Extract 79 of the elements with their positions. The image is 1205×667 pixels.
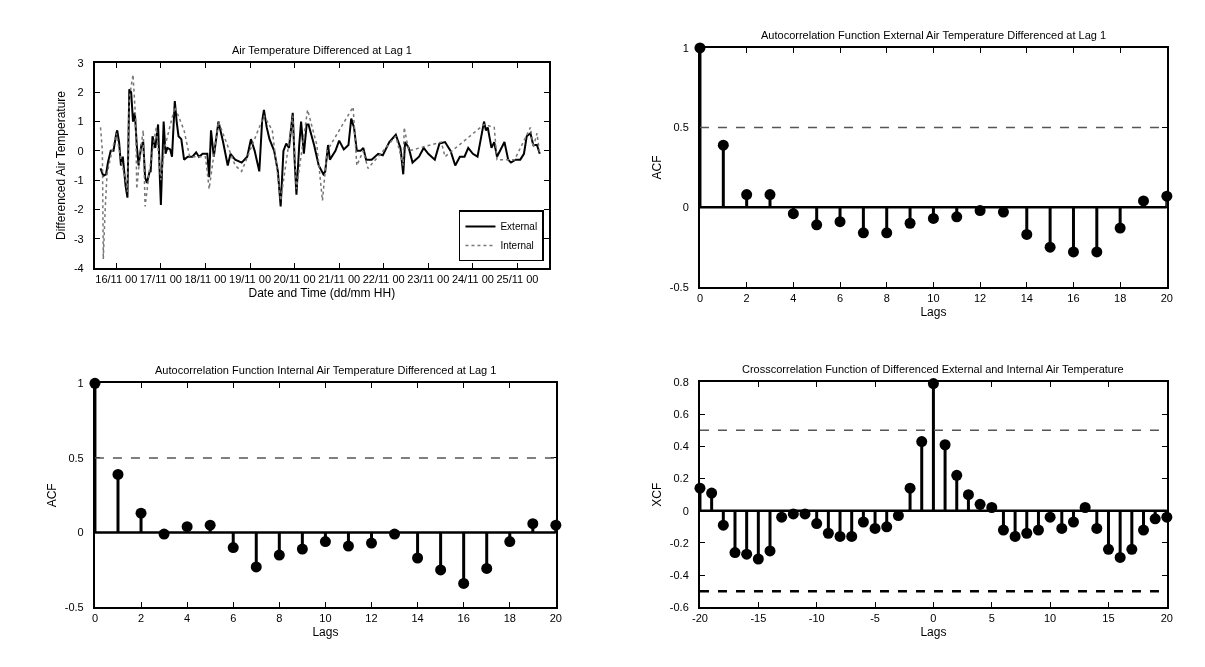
x-tick-label: 12 [365, 612, 378, 625]
x-tick-label: -20 [692, 612, 708, 625]
x-tick-label: 19/11 00 [229, 273, 272, 286]
y-tick-label: 0.6 [673, 408, 689, 421]
x-tick-label: 24/11 00 [451, 273, 494, 286]
x-tick-label: 4 [184, 612, 191, 625]
x-axis-title: Date and Time (dd/mm HH) [248, 285, 396, 300]
x-tick-label: -5 [870, 612, 880, 625]
legend-label: Internal [500, 240, 534, 252]
x-tick-label: 23/11 00 [407, 273, 450, 286]
x-tick-label: 18 [1114, 292, 1127, 305]
y-tick-label: 0 [77, 526, 84, 539]
x-tick-label: 20 [549, 612, 562, 625]
chart-title: Air Temperature Differenced at Lag 1 [232, 44, 412, 56]
x-tick-label: 21/11 00 [318, 273, 361, 286]
y-tick-label: 1 [77, 377, 84, 390]
x-tick-label: 8 [883, 292, 890, 305]
x-axis-title: Lags [312, 624, 339, 639]
y-tick-label: 1 [682, 41, 689, 54]
y-tick-label: -0.4 [669, 568, 689, 581]
x-tick-label: 25/11 00 [496, 273, 539, 286]
y-tick-label: 0.4 [673, 440, 689, 453]
chart-title: Autocorrelation Function Internal Air Temperature Differenced at Lag 1 [155, 364, 497, 376]
legend-label: External [500, 221, 538, 233]
y-tick-label: 0.5 [68, 451, 84, 464]
y-axis-title: ACF [649, 155, 664, 180]
x-tick-label: 16/11 00 [95, 273, 138, 286]
x-tick-label: -10 [808, 612, 825, 625]
x-tick-label: 14 [411, 612, 424, 625]
x-tick-label: 16 [1067, 292, 1080, 305]
y-tick-label: 2 [77, 86, 84, 99]
y-tick-label: -4 [73, 261, 84, 274]
y-tick-label: 0 [682, 201, 689, 214]
x-tick-label: 5 [988, 612, 995, 625]
x-tick-label: 18 [503, 612, 516, 625]
x-tick-label: 22/11 00 [362, 273, 405, 286]
x-tick-label: -15 [750, 612, 767, 625]
chart-title: Crosscorrelation Function of Differenced External and Internal Air Temperature [742, 363, 1124, 375]
y-axis-title: XCF [649, 482, 664, 507]
x-tick-label: 17/11 00 [139, 273, 182, 286]
x-tick-label: 6 [230, 612, 237, 625]
y-tick-label: -1 [73, 173, 84, 186]
y-tick-label: -3 [73, 232, 84, 245]
x-tick-label: 20 [1160, 292, 1173, 305]
y-tick-label: 0.8 [673, 375, 689, 388]
x-tick-label: 10 [927, 292, 940, 305]
x-tick-label: 18/11 00 [184, 273, 227, 286]
x-tick-label: 2 [743, 292, 750, 305]
y-tick-label: 0 [77, 144, 84, 157]
x-tick-label: 16 [457, 612, 470, 625]
x-tick-label: 2 [137, 612, 145, 625]
y-tick-label: 1 [77, 115, 84, 128]
y-tick-label: 3 [77, 56, 84, 69]
y-tick-label: 0.5 [673, 121, 689, 134]
y-tick-label: -0.6 [669, 601, 689, 614]
x-tick-label: 14 [1020, 292, 1033, 305]
x-tick-label: 20/11 00 [273, 273, 316, 286]
x-tick-label: 10 [319, 612, 332, 625]
x-tick-label: 6 [836, 292, 844, 305]
x-tick-label: 20 [1160, 612, 1173, 625]
y-axis-title: Differenced Air Temperature [53, 90, 68, 240]
x-axis-title: Lags [920, 624, 947, 639]
x-tick-label: 4 [790, 292, 797, 305]
y-axis-title: ACF [44, 483, 59, 508]
y-tick-label: 0 [682, 504, 689, 517]
x-tick-label: 0 [91, 612, 99, 625]
y-tick-label: -0.2 [669, 536, 689, 549]
y-tick-label: -0.5 [64, 601, 84, 614]
x-tick-label: 0 [696, 292, 704, 305]
x-tick-label: 12 [973, 292, 987, 305]
y-tick-label: 0.2 [673, 472, 689, 485]
chart-title: Autocorrelation Function External Air Temperature Differenced at Lag 1 [761, 29, 1107, 41]
x-tick-label: 10 [1044, 612, 1057, 625]
y-tick-label: -2 [73, 203, 84, 216]
y-tick-label: -0.5 [669, 280, 689, 293]
x-axis-title: Lags [920, 304, 947, 319]
x-tick-label: 0 [930, 612, 937, 625]
x-tick-label: 15 [1102, 612, 1115, 625]
x-tick-label: 8 [276, 612, 283, 625]
